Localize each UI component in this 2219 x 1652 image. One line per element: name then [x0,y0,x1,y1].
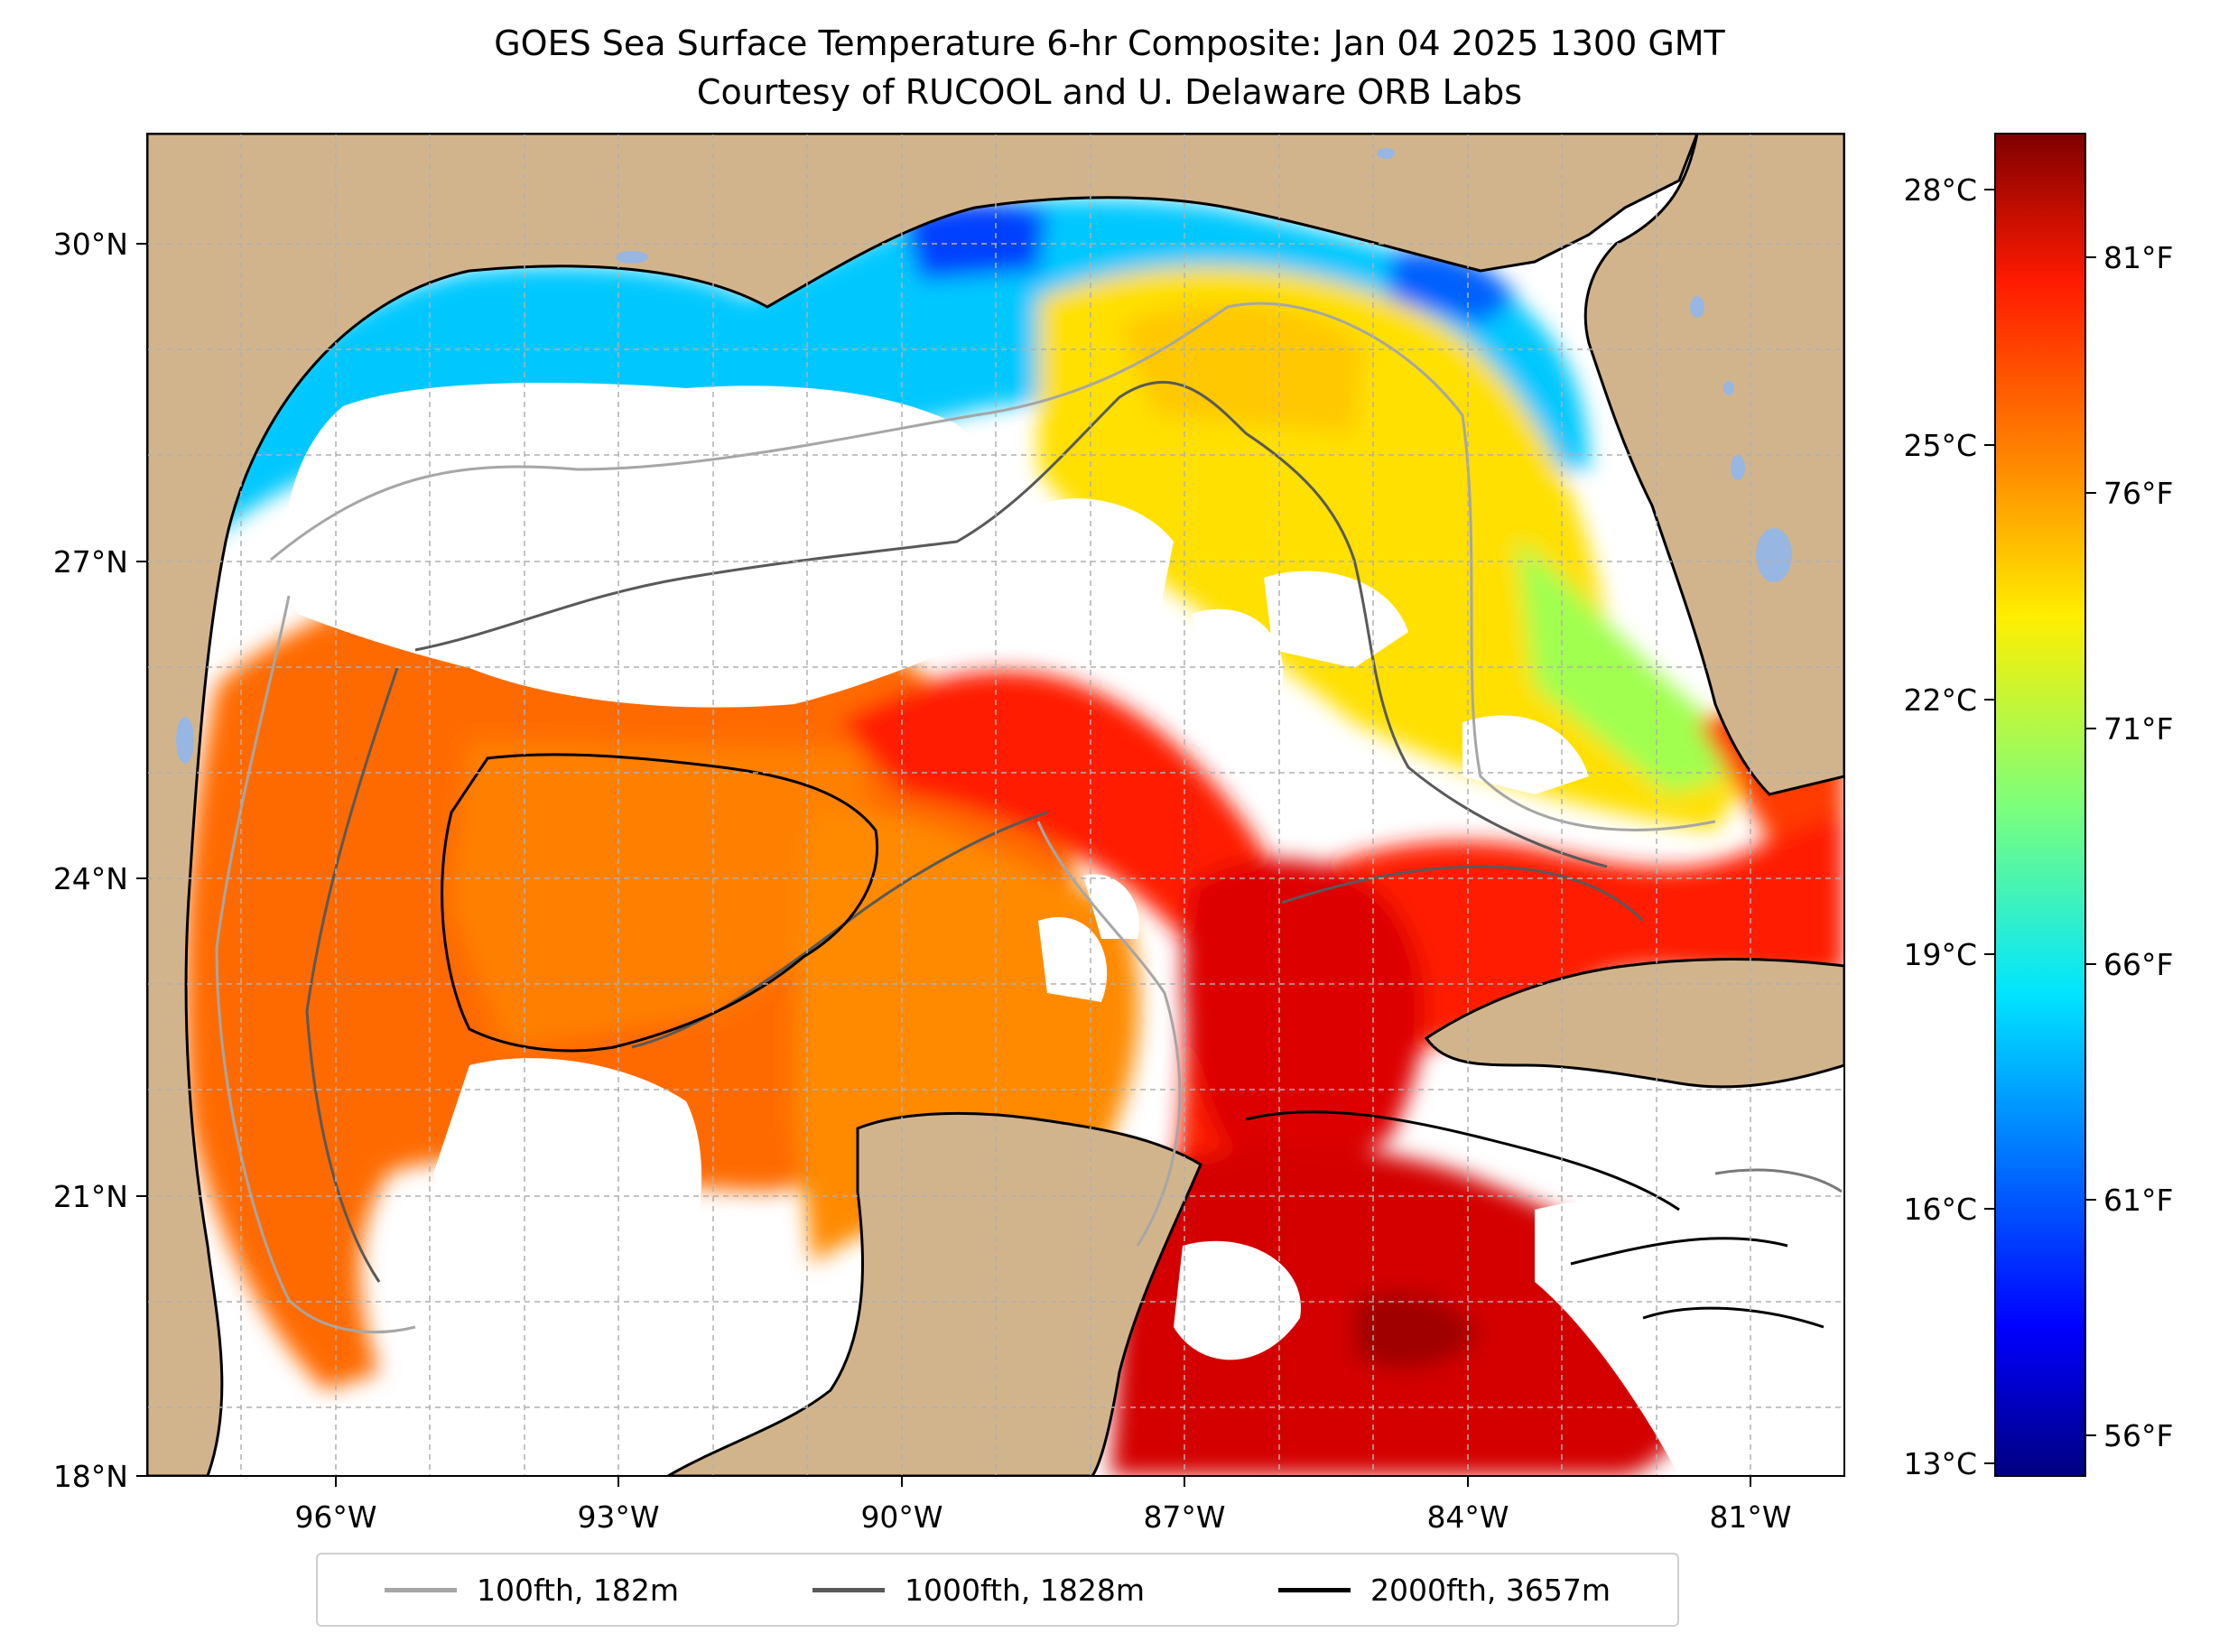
lon-label: 81°W [1709,1499,1791,1535]
fahrenheit-label: 56°F [2103,1418,2173,1453]
celsius-label: 13°C [1903,1446,1977,1481]
land [147,134,1844,1476]
axis-ticks [136,243,1751,1487]
celsius-labels: 28°C 25°C 22°C 19°C 16°C 13°C [1903,172,1977,1481]
legend-line-black [1277,1587,1351,1592]
map-area [147,134,1844,1476]
bathymetry-contours [215,302,1843,1334]
contour-legend: 100fth, 182m 1000fth, 1828m 2000fth, 365… [316,1553,1679,1627]
latitude-labels: 30°N 27°N 24°N 21°N 18°N [53,227,128,1494]
legend-label: 1000fth, 1828m [905,1572,1145,1608]
lat-label: 21°N [53,1179,128,1214]
chart-title: GOES Sea Surface Temperature 6-hr Compos… [494,23,1725,63]
map-frame [146,133,1845,1477]
lon-label: 84°W [1426,1499,1509,1535]
cloud-gaps [285,383,1844,1476]
celsius-label: 16°C [1903,1192,1977,1227]
legend-line-dark-gray [812,1587,885,1592]
lat-label: 18°N [53,1459,128,1494]
lat-label: 24°N [53,861,128,896]
celsius-label: 25°C [1903,428,1977,463]
legend-label: 2000fth, 3657m [1369,1572,1611,1608]
lat-label: 30°N [53,227,128,262]
legend-item-2000fth: 2000fth, 3657m [1277,1572,1611,1608]
fahrenheit-label: 66°F [2103,947,2173,982]
lon-label: 93°W [577,1499,659,1535]
legend-line-light-gray [385,1587,457,1592]
colorbar: 28°C 25°C 22°C 19°C 16°C 13°C 81°F 76°F … [1903,133,2173,1481]
legend-item-1000fth: 1000fth, 1828m [812,1573,1145,1608]
colorbar-gradient [1994,133,2086,1477]
longitude-labels: 96°W 93°W 90°W 87°W 84°W 81°W [294,1499,1791,1535]
fahrenheit-label: 76°F [2103,476,2173,511]
fahrenheit-label: 71°F [2103,711,2173,747]
lon-label: 87°W [1143,1499,1225,1535]
fahrenheit-label: 61°F [2103,1183,2173,1218]
lon-label: 96°W [294,1499,376,1535]
legend-label: 100fth, 182m [477,1572,679,1608]
lat-label: 27°N [53,544,128,580]
celsius-label: 28°C [1903,172,1977,208]
graticule [147,134,1844,1476]
lakes [176,148,1792,764]
celsius-label: 19°C [1903,937,1977,972]
chart-subtitle: Courtesy of RUCOOL and U. Delaware ORB L… [696,72,1523,112]
legend-item-100fth: 100fth, 182m [385,1573,679,1608]
lon-label: 90°W [860,1499,942,1535]
fahrenheit-label: 81°F [2103,240,2173,275]
celsius-label: 22°C [1903,682,1977,718]
fahrenheit-labels: 81°F 76°F 71°F 66°F 61°F 56°F [2103,240,2173,1453]
